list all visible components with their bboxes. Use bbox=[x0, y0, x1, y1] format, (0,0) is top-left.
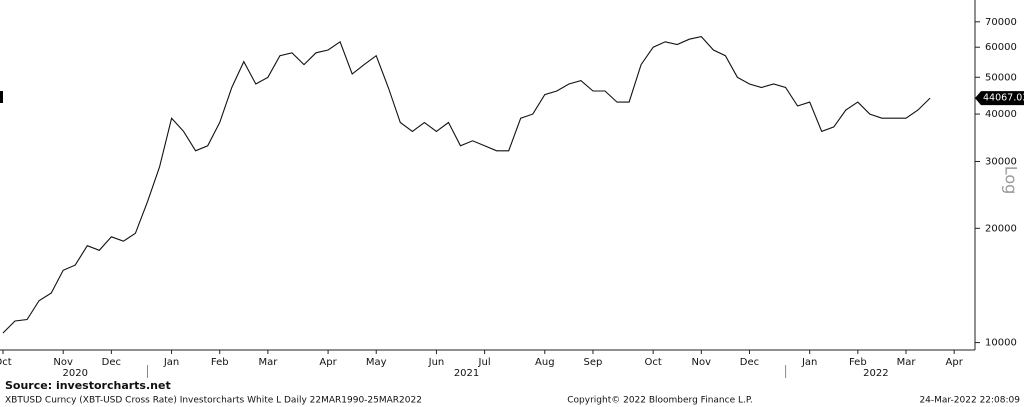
footer-right: 24-Mar-2022 22:08:09 bbox=[919, 396, 1020, 406]
y-tick-label: 40000 bbox=[985, 109, 1017, 120]
x-tick-label: Apr bbox=[319, 357, 337, 368]
year-label: 2020 bbox=[63, 368, 88, 379]
x-tick-label: May bbox=[366, 357, 387, 368]
x-tick-label: Nov bbox=[692, 357, 712, 368]
x-tick-label: Sep bbox=[584, 357, 603, 368]
x-tick-label: Apr bbox=[946, 357, 964, 368]
x-tick-label: Feb bbox=[849, 357, 867, 368]
x-tick-label: Aug bbox=[535, 357, 555, 368]
footer-left: XBTUSD Curncy (XBT-USD Cross Rate) Inves… bbox=[5, 396, 422, 406]
x-tick-label: Dec bbox=[740, 357, 759, 368]
source: Source: investorcharts.net bbox=[5, 379, 171, 392]
x-tick-label: Oct bbox=[0, 357, 12, 368]
x-tick-label: Jun bbox=[428, 357, 445, 368]
y-tick-label: 10000 bbox=[985, 338, 1017, 349]
y-tick-label: 70000 bbox=[985, 17, 1017, 28]
year-label: 2021 bbox=[454, 368, 479, 379]
x-tick-label: Jan bbox=[801, 357, 817, 368]
y-tick-label: 50000 bbox=[985, 72, 1017, 83]
y-tick-label: 20000 bbox=[985, 223, 1017, 234]
last-value-box bbox=[975, 91, 1024, 106]
x-tick-label: Oct bbox=[645, 357, 662, 368]
x-tick-label: Dec bbox=[102, 357, 121, 368]
x-tick-label: Jan bbox=[163, 357, 179, 368]
footer-center: Copyright© 2022 Bloomberg Finance L.P. bbox=[567, 396, 752, 406]
last-value-label: 44067.03 bbox=[983, 93, 1024, 104]
x-tick-label: Mar bbox=[897, 357, 917, 368]
x-tick-label: Mar bbox=[258, 357, 278, 368]
y-tick-label: 60000 bbox=[985, 42, 1017, 53]
scale-label: Log bbox=[1002, 166, 1021, 195]
year-label: 2022 bbox=[863, 368, 888, 379]
x-tick-label: Feb bbox=[211, 357, 229, 368]
x-tick-label: Nov bbox=[53, 357, 73, 368]
price-line bbox=[2, 35, 931, 334]
left-marker bbox=[0, 91, 3, 103]
y-tick-label: 30000 bbox=[985, 156, 1017, 167]
x-tick-label: Jul bbox=[478, 357, 491, 368]
